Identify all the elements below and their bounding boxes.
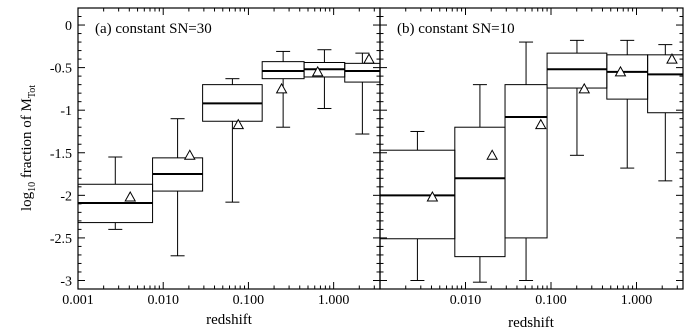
y-axis-label-msub: Tot — [27, 85, 38, 98]
panel-a: 0 -0.5 -1 -1.5 -2 -2.5 -3 0.001 0.010 0.100 1.000 — [50, 7, 381, 308]
x-tick-label: 0.100 — [535, 293, 567, 308]
y-tick-label: -1 — [60, 104, 72, 119]
mean-triangle-marker — [232, 118, 245, 130]
x-tick-label: 1.000 — [621, 293, 653, 308]
mean-triangle-marker — [578, 82, 591, 94]
box — [504, 84, 548, 239]
panel-b-title: (b) constant SN=10 — [397, 21, 515, 37]
x-tick-label: 0.010 — [450, 293, 482, 308]
mean-triangle-marker — [275, 82, 288, 94]
y-axis-label-sub: 10 — [27, 182, 38, 192]
box — [344, 62, 381, 83]
x-tick-label: 0.010 — [147, 293, 179, 308]
panel-a-x-axis-label: redshift — [206, 312, 253, 328]
mean-triangle-marker — [534, 118, 547, 130]
y-tick-label: 0 — [65, 19, 72, 34]
panel-a-title: (a) constant SN=30 — [95, 21, 212, 37]
mean-triangle-marker — [311, 65, 324, 77]
mean-triangle-marker — [666, 53, 678, 64]
mean-triangle-marker — [363, 53, 375, 64]
mean-triangle-marker — [426, 191, 439, 202]
y-tick-label: -3 — [60, 274, 72, 289]
mean-triangle-marker — [124, 191, 137, 202]
y-axis-label-main: fraction of M — [19, 98, 35, 182]
y-axis-label: log10 fraction of MTot — [19, 85, 38, 211]
y-tick-label: -2.5 — [50, 232, 72, 247]
mean-triangle-marker — [614, 65, 627, 77]
y-axis-label-log: log — [19, 191, 35, 211]
panel-b: 0.010 0.100 1.000 — [379, 7, 684, 308]
mean-triangle-marker — [183, 149, 196, 160]
y-tick-label: -2 — [60, 189, 72, 204]
y-tick-label: -0.5 — [50, 62, 72, 77]
x-tick-label: 1.000 — [318, 293, 350, 308]
panel-b-x-axis-label: redshift — [508, 315, 555, 329]
panel-b-frame — [379, 7, 684, 290]
panel-a-frame — [77, 7, 381, 290]
box — [546, 52, 608, 89]
y-tick-label: -1.5 — [50, 147, 72, 162]
box — [606, 54, 649, 100]
x-tick-label: 0.001 — [62, 293, 94, 308]
mean-triangle-marker — [486, 149, 498, 160]
x-tick-label: 0.100 — [233, 293, 265, 308]
box — [454, 126, 506, 258]
